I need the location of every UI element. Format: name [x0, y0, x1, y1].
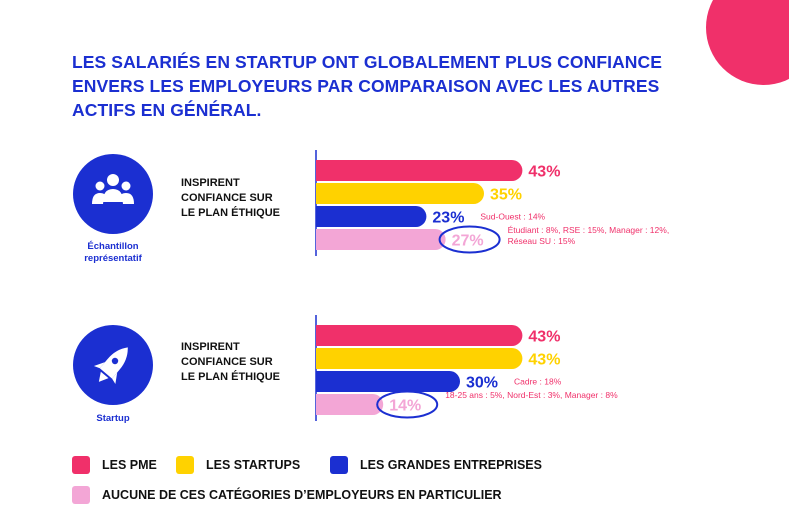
bar: [316, 206, 427, 227]
title-line: ENVERS LES EMPLOYEURS PAR COMPARAISON AV…: [72, 76, 660, 96]
annotation-text: 18-25 ans : 5%, Nord-Est : 3%, Manager :…: [445, 390, 618, 400]
annotation-text: Étudiant : 8%, RSE : 15%, Manager : 12%,: [508, 225, 670, 235]
title-line: ACTIFS EN GÉNÉRAL.: [72, 100, 262, 120]
legend-label: LES PME: [102, 458, 157, 472]
highlight-circle: [438, 225, 501, 254]
legend-item-pme: LES PME: [72, 456, 157, 474]
data-label: 35%: [490, 187, 522, 204]
legend-item-startups: LES STARTUPS: [176, 456, 300, 474]
badge-caption-line: Échantillon: [87, 241, 139, 252]
page-title: LES SALARIÉS EN STARTUP ONT GLOBALEMENT …: [72, 50, 732, 122]
bar: [316, 394, 384, 415]
data-label: 14%: [389, 398, 421, 415]
badge-caption-line: Startup: [96, 413, 130, 424]
annotation-text: Cadre : 18%: [514, 377, 562, 387]
bar: [316, 160, 523, 181]
badge-caption: Échantillon représentatif: [53, 241, 173, 265]
question-line: LE PLAN ÉTHIQUE: [181, 371, 281, 383]
legend-item-grandes: LES GRANDES ENTREPRISES: [330, 456, 542, 474]
question-label: INSPIRENT CONFIANCE SUR LE PLAN ÉTHIQUE: [181, 340, 301, 385]
highlight-circle: [376, 390, 439, 419]
data-label: 30%: [466, 375, 498, 392]
legend-swatch: [176, 456, 194, 474]
title-line: LES SALARIÉS EN STARTUP ONT GLOBALEMENT …: [72, 52, 663, 72]
data-label: 43%: [528, 329, 560, 346]
group-icon: [73, 154, 153, 234]
data-label: 27%: [452, 233, 484, 250]
data-label: 43%: [528, 352, 560, 369]
legend-swatch: [72, 486, 90, 504]
legend-label: LES STARTUPS: [206, 458, 301, 472]
data-label: 43%: [528, 164, 560, 181]
legend-label: AUCUNE DE CES CATÉGORIES D’EMPLOYEURS EN…: [102, 488, 502, 502]
rocket-icon: [73, 325, 153, 405]
bar: [316, 183, 484, 204]
bar: [316, 229, 446, 250]
question-line: INSPIRENT: [181, 177, 240, 189]
bar: [316, 348, 523, 369]
annotation-text: Sud-Ouest : 14%: [480, 212, 545, 222]
question-line: LE PLAN ÉTHIQUE: [181, 207, 281, 219]
legend-item-aucune: AUCUNE DE CES CATÉGORIES D’EMPLOYEURS EN…: [72, 486, 502, 504]
bar: [316, 325, 523, 346]
legend-swatch: [330, 456, 348, 474]
question-label: INSPIRENT CONFIANCE SUR LE PLAN ÉTHIQUE: [181, 176, 301, 221]
legend-label: LES GRANDES ENTREPRISES: [360, 458, 542, 472]
annotation-text: Réseau SU : 15%: [508, 236, 576, 246]
bar: [316, 371, 460, 392]
data-label: 23%: [432, 210, 464, 227]
question-line: CONFIANCE SUR: [181, 356, 273, 368]
legend-swatch: [72, 456, 90, 474]
badge-caption-line: représentatif: [84, 253, 142, 264]
question-line: CONFIANCE SUR: [181, 192, 273, 204]
badge-caption: Startup: [53, 413, 173, 425]
question-line: INSPIRENT: [181, 341, 240, 353]
